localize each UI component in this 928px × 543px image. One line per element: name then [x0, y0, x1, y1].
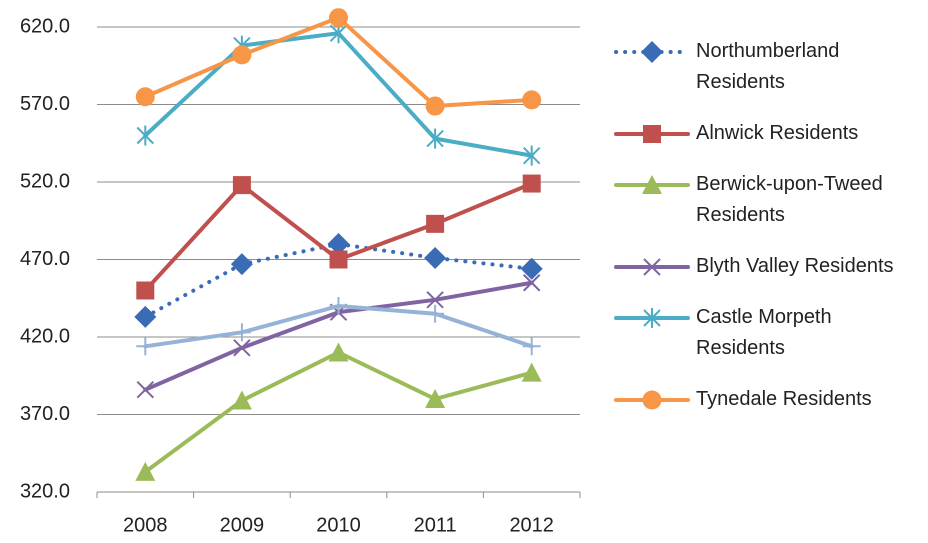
y-tick-label: 470.0: [20, 248, 70, 270]
marker: [136, 281, 155, 300]
marker: [231, 390, 252, 410]
marker: [232, 176, 251, 195]
marker: [426, 291, 444, 309]
legend-entry: Blyth Valley Residents: [612, 251, 910, 282]
marker: [329, 8, 348, 28]
legend-swatch: [614, 390, 690, 410]
legend-label: Castle Morpeth Residents: [696, 306, 832, 359]
y-tick-label: 520.0: [20, 170, 70, 192]
legend-entry: Alnwick Residents: [612, 118, 910, 149]
marker: [233, 339, 251, 357]
y-tick-label: 420.0: [20, 325, 70, 347]
legend-entry: Castle Morpeth Residents: [612, 302, 910, 364]
x-tick-label: 2011: [414, 514, 457, 536]
marker: [329, 250, 348, 269]
marker: [134, 305, 157, 328]
marker: [522, 174, 541, 193]
legend-swatch: [614, 258, 690, 276]
legend-label: Alnwick Residents: [696, 122, 859, 144]
marker: [135, 87, 155, 107]
marker: [424, 246, 447, 269]
y-tick-label: 620.0: [20, 15, 70, 37]
marker: [522, 337, 541, 356]
marker: [136, 380, 155, 399]
x-tick-label: 2008: [123, 514, 168, 536]
legend: Northumberland Residents Alnwick Resident…: [612, 36, 910, 415]
marker: [642, 175, 662, 194]
marker: [522, 145, 541, 166]
legend-swatch: [614, 308, 690, 328]
marker: [521, 362, 542, 382]
marker: [643, 258, 661, 276]
marker: [135, 461, 156, 481]
legend-label: Blyth Valley Residents: [696, 255, 894, 277]
marker: [230, 253, 253, 276]
legend-entry: Berwick-upon-Tweed Residents: [612, 169, 910, 231]
line: [143, 350, 534, 474]
legend-label: Berwick-upon-Tweed Residents: [696, 173, 883, 226]
legend-swatch: [614, 41, 690, 63]
chart: 320.0 370.0 420.0 470.0 520.0 570.0 620.0 2008 2…: [20, 8, 581, 536]
legend-entry: Tynedale Residents: [612, 384, 910, 415]
marker: [522, 274, 541, 292]
legend-swatch: [614, 175, 690, 194]
marker: [643, 125, 661, 143]
marker: [136, 125, 155, 146]
marker: [232, 45, 252, 65]
x-tick-label: 2009: [220, 514, 265, 536]
x-tick-label: 2012: [509, 514, 554, 536]
line: [143, 31, 534, 158]
legend-label: Tynedale Residents: [696, 388, 872, 410]
legend-label: Northumberland Residents: [696, 40, 840, 93]
x-tick-label: 2010: [316, 514, 361, 536]
marker: [426, 214, 445, 233]
marker: [642, 390, 662, 410]
marker: [641, 41, 663, 63]
legend-entry: Northumberland Residents: [612, 36, 910, 98]
marker: [232, 323, 251, 342]
marker: [328, 342, 349, 362]
marker: [425, 96, 445, 116]
marker: [327, 233, 350, 255]
marker: [522, 90, 542, 110]
y-tick-label: 320.0: [20, 480, 70, 502]
marker: [425, 389, 446, 408]
marker: [329, 297, 348, 315]
marker: [136, 337, 155, 356]
y-tick-label: 570.0: [20, 93, 70, 115]
y-tick-label: 370.0: [20, 403, 70, 425]
marker: [643, 308, 661, 328]
legend-swatch: [614, 125, 690, 143]
marker: [520, 257, 543, 280]
marker: [426, 128, 444, 149]
marker: [426, 304, 445, 323]
